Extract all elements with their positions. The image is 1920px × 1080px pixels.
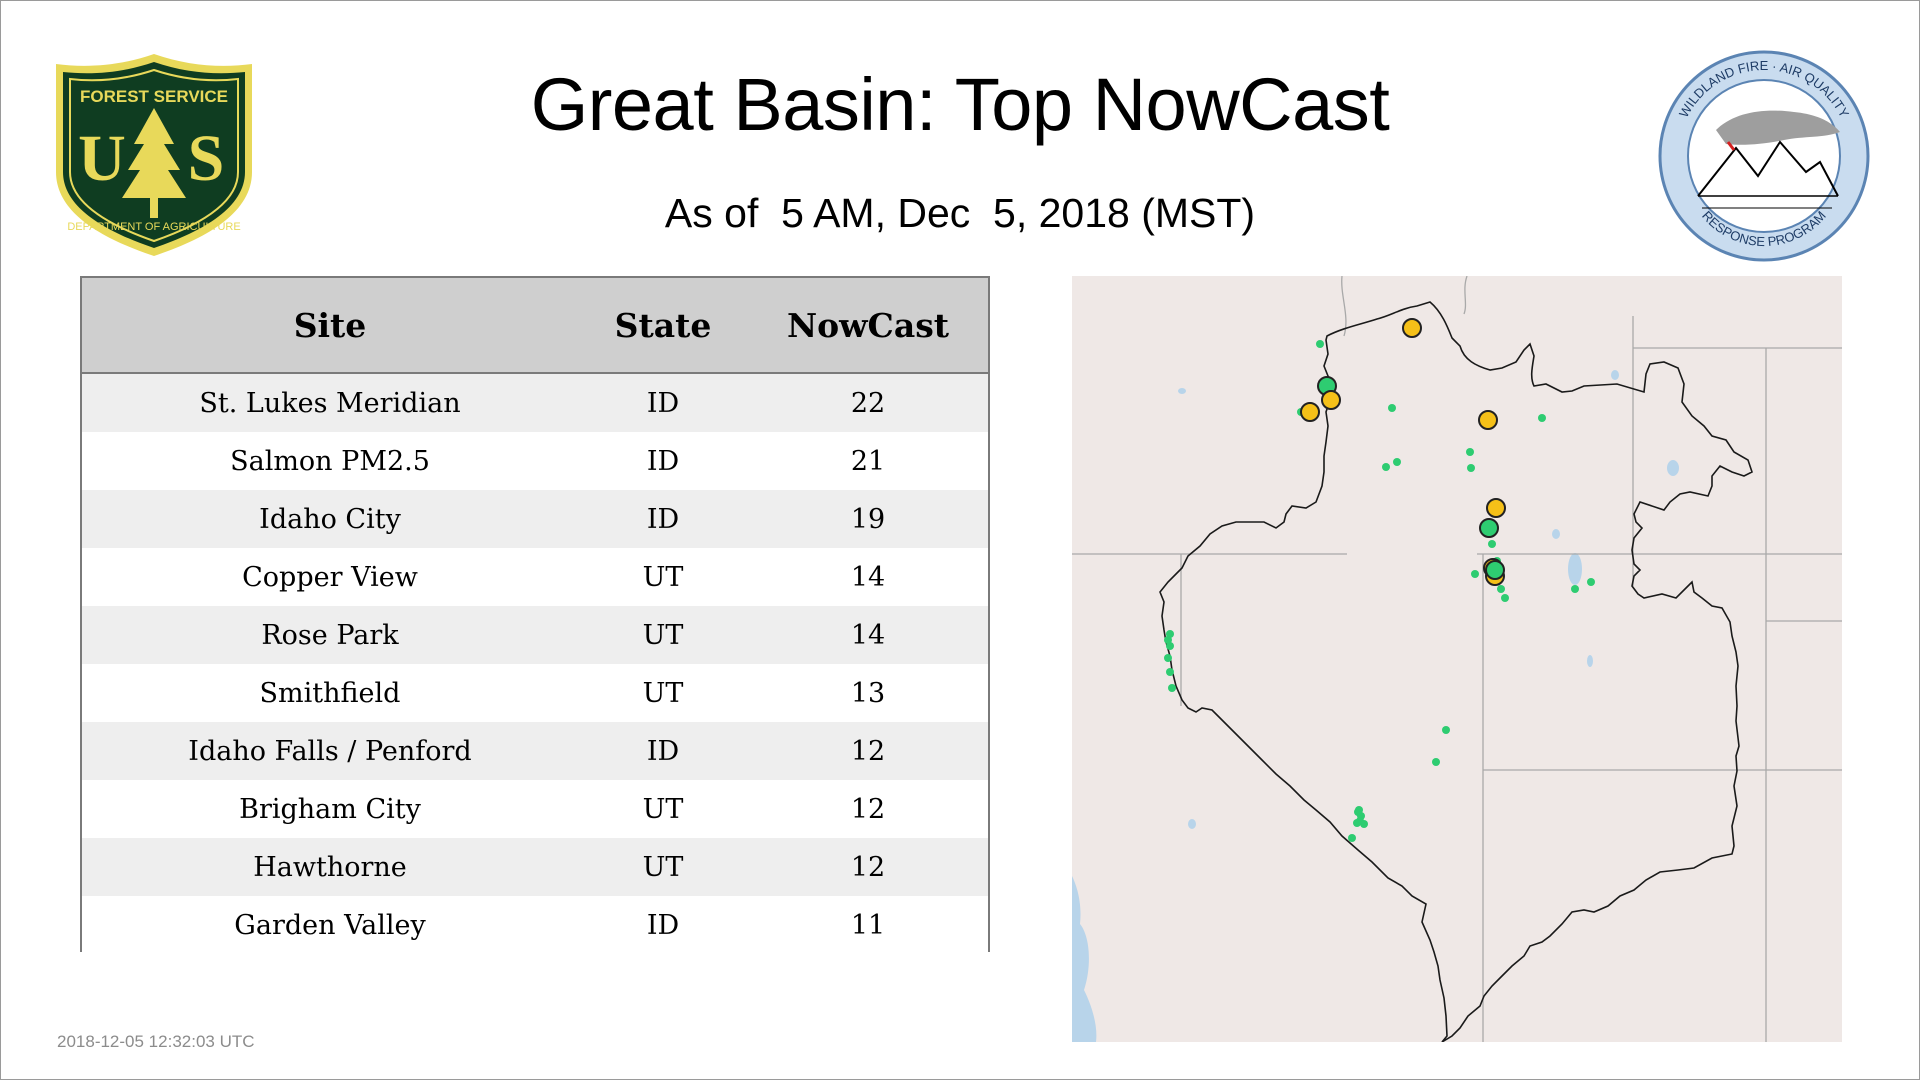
- monitor-dot: [1360, 820, 1368, 828]
- site-cell: St. Lukes Meridian: [82, 373, 578, 432]
- monitor-marker-moderate[interactable]: [1486, 498, 1506, 518]
- svg-text:S: S: [188, 122, 225, 195]
- monitor-dot: [1355, 806, 1363, 814]
- nowcast-cell: 12: [748, 780, 988, 838]
- generated-timestamp: 2018-12-05 12:32:03 UTC: [57, 1032, 255, 1051]
- state-borders: [1072, 276, 1842, 1042]
- monitor-dot: [1501, 594, 1509, 602]
- monitor-dot: [1587, 578, 1595, 586]
- nowcast-cell: 12: [748, 838, 988, 896]
- monitor-dot: [1538, 414, 1546, 422]
- nowcast-cell: 19: [748, 490, 988, 548]
- nowcast-cell: 14: [748, 548, 988, 606]
- map-ocean: [1072, 876, 1097, 1042]
- state-cell: ID: [578, 373, 748, 432]
- monitor-dot: [1166, 642, 1174, 650]
- svg-text:DEPARTMENT OF AGRICULTURE: DEPARTMENT OF AGRICULTURE: [67, 221, 240, 233]
- monitor-dot: [1316, 340, 1324, 348]
- state-cell: ID: [578, 490, 748, 548]
- state-cell: UT: [578, 606, 748, 664]
- column-header-nowcast: NowCast: [748, 278, 988, 374]
- map-land: [1072, 276, 1842, 1042]
- state-cell: ID: [578, 432, 748, 490]
- table-row: Copper View UT 14: [82, 548, 988, 606]
- monitor-marker-moderate[interactable]: [1402, 318, 1422, 338]
- nowcast-cell: 14: [748, 606, 988, 664]
- nowcast-cell: 22: [748, 373, 988, 432]
- great-basin-boundary: [1159, 301, 1753, 1042]
- site-cell: Rose Park: [82, 606, 578, 664]
- monitor-dot: [1467, 464, 1475, 472]
- monitor-dot: [1168, 684, 1176, 692]
- monitor-marker-good[interactable]: [1485, 560, 1505, 580]
- wildland-fire-air-quality-logo: WILDLAND FIRE · AIR QUALITY RESPONSE PRO…: [1658, 50, 1870, 262]
- lake: [1611, 370, 1619, 380]
- monitor-dot: [1348, 834, 1356, 842]
- monitor-dot: [1164, 654, 1172, 662]
- lake: [1178, 388, 1186, 394]
- site-cell: Smithfield: [82, 664, 578, 722]
- table-row: Brigham City UT 12: [82, 780, 988, 838]
- table-row: Smithfield UT 13: [82, 664, 988, 722]
- monitor-dot: [1488, 540, 1496, 548]
- table-row: Idaho City ID 19: [82, 490, 988, 548]
- lake: [1552, 529, 1560, 539]
- site-cell: Idaho Falls / Penford: [82, 722, 578, 780]
- forest-service-logo: FOREST SERVICE U S DEPARTMENT OF AGRICUL…: [56, 54, 252, 256]
- lake: [1667, 460, 1679, 476]
- site-cell: Hawthorne: [82, 838, 578, 896]
- monitor-dot: [1388, 404, 1396, 412]
- column-header-site: Site: [82, 278, 578, 374]
- svg-text:U: U: [78, 122, 126, 195]
- monitor-marker-moderate[interactable]: [1478, 410, 1498, 430]
- table-row: Garden Valley ID 11: [82, 896, 988, 954]
- state-cell: UT: [578, 548, 748, 606]
- monitor-marker-moderate[interactable]: [1321, 390, 1341, 410]
- site-cell: Garden Valley: [82, 896, 578, 954]
- table-row: Salmon PM2.5 ID 21: [82, 432, 988, 490]
- monitor-dot: [1497, 585, 1505, 593]
- nowcast-cell: 13: [748, 664, 988, 722]
- monitor-dot: [1571, 585, 1579, 593]
- page-subtitle: As of 5 AM, Dec 5, 2018 (MST): [664, 190, 1256, 236]
- state-cell: UT: [578, 780, 748, 838]
- table-row: Hawthorne UT 12: [82, 838, 988, 896]
- site-cell: Salmon PM2.5: [82, 432, 578, 490]
- site-cell: Brigham City: [82, 780, 578, 838]
- nowcast-cell: 12: [748, 722, 988, 780]
- lake: [1188, 819, 1196, 829]
- monitor-dot: [1393, 458, 1401, 466]
- monitor-markers: [1164, 318, 1595, 842]
- monitor-dot: [1353, 819, 1361, 827]
- state-cell: UT: [578, 838, 748, 896]
- great-basin-map: [1072, 276, 1842, 1042]
- column-header-state: State: [578, 278, 748, 374]
- state-cell: ID: [578, 896, 748, 954]
- table-row: Idaho Falls / Penford ID 12: [82, 722, 988, 780]
- great-salt-lake: [1568, 553, 1582, 585]
- nowcast-table: Site State NowCast St. Lukes Meridian ID 2…: [80, 276, 990, 954]
- page-title: Great Basin: Top NowCast: [530, 63, 1390, 146]
- table-row: Rose Park UT 14: [82, 606, 988, 664]
- monitor-dot: [1466, 448, 1474, 456]
- monitor-dot: [1442, 726, 1450, 734]
- state-cell: UT: [578, 664, 748, 722]
- site-cell: Idaho City: [82, 490, 578, 548]
- monitor-dot: [1166, 668, 1174, 676]
- svg-text:FOREST SERVICE: FOREST SERVICE: [80, 87, 228, 106]
- monitor-dot: [1432, 758, 1440, 766]
- monitor-dot: [1382, 463, 1390, 471]
- site-cell: Copper View: [82, 548, 578, 606]
- monitor-marker-moderate[interactable]: [1300, 402, 1320, 422]
- table-header-row: Site State NowCast: [82, 278, 988, 374]
- monitor-marker-good[interactable]: [1479, 518, 1499, 538]
- table-row: St. Lukes Meridian ID 22: [82, 373, 988, 432]
- nowcast-cell: 21: [748, 432, 988, 490]
- monitor-dot: [1471, 570, 1479, 578]
- lake: [1587, 655, 1593, 667]
- state-cell: ID: [578, 722, 748, 780]
- nowcast-cell: 11: [748, 896, 988, 954]
